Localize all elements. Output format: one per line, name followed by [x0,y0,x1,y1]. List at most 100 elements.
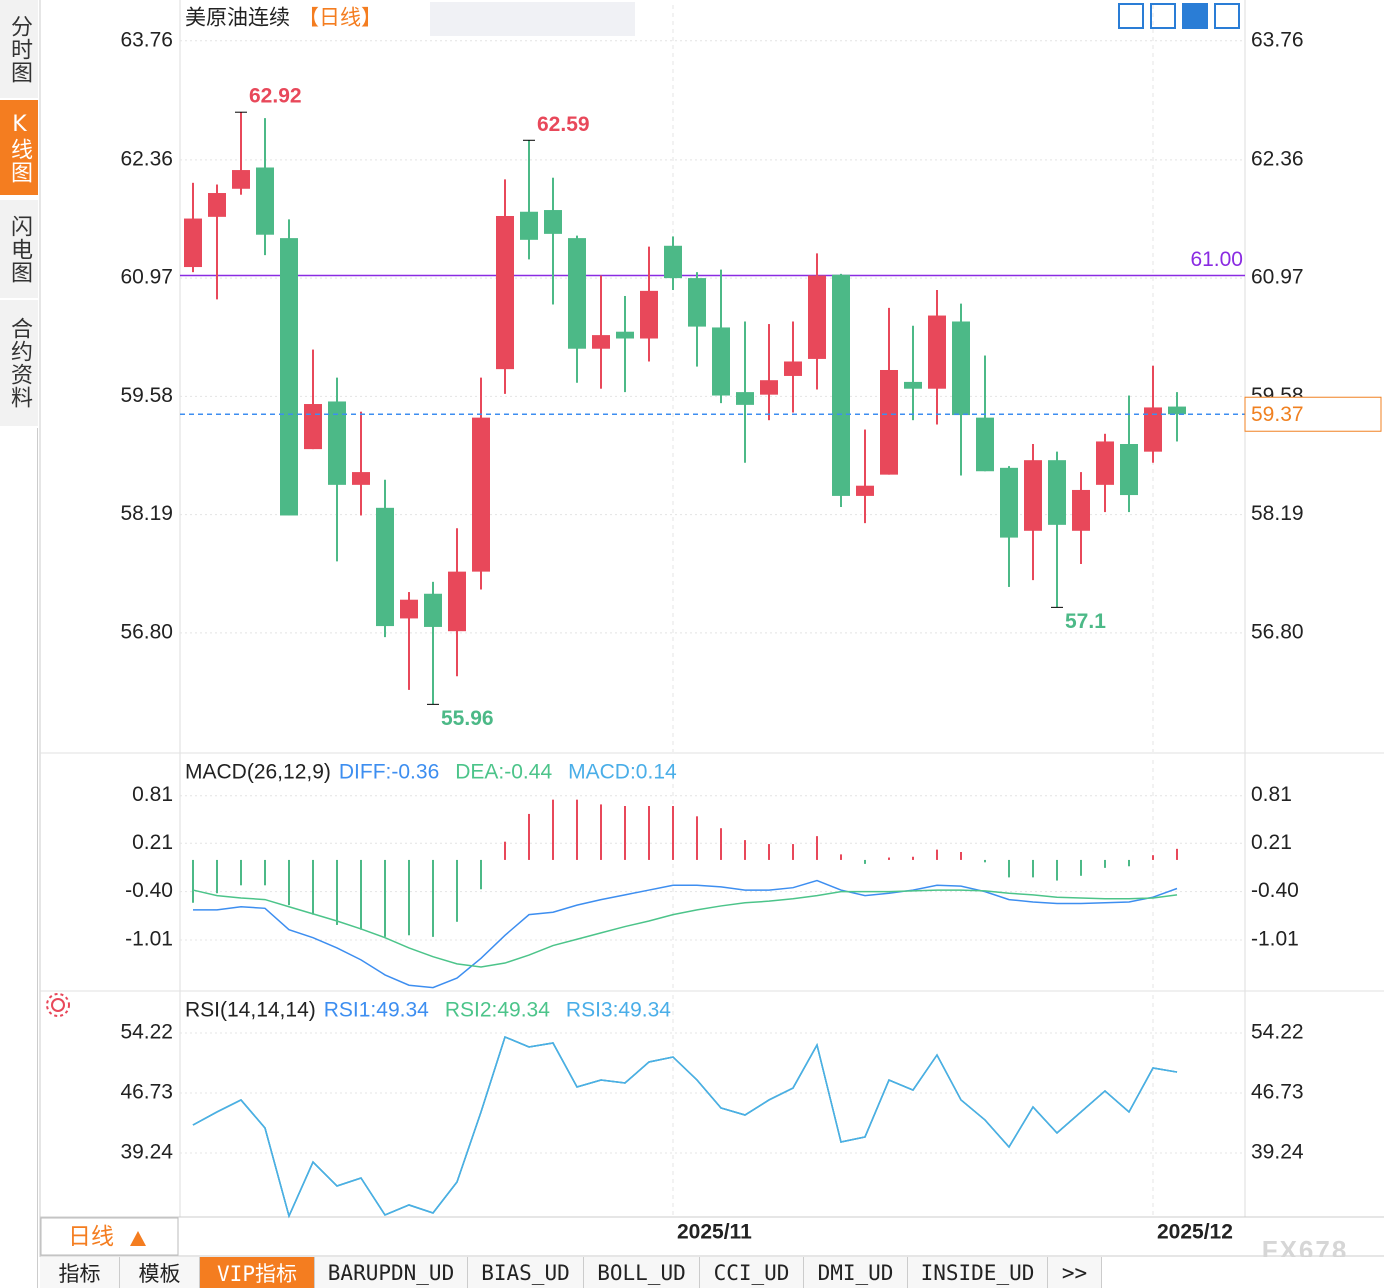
low-label: 55.96 [441,707,494,730]
series-line [192,1035,1178,1219]
toolbar[interactable] [1118,3,1240,29]
candle-body [976,417,994,472]
legend-entry: RSI3:49.34 [566,999,671,1022]
high-label: 62.59 [537,113,590,136]
candle-body [568,238,586,349]
candle-body [616,331,634,339]
tab[interactable]: 模板 [120,1257,200,1288]
watermark: FX678 [1262,1235,1349,1257]
candle-body [1144,407,1162,452]
y-tick-label-right: 63.76 [1251,28,1304,51]
tool-icon[interactable] [1118,3,1144,29]
candle-body [208,193,226,217]
icon[interactable] [46,993,70,1017]
tab[interactable]: BOLL_UD [584,1257,700,1288]
candle-body [832,274,850,496]
candle-body [520,211,538,240]
panel-subtitle: 【日线】 [298,7,382,30]
tab[interactable]: BIAS_UD [468,1257,584,1288]
sidebar-rest [0,428,38,1288]
candle-body [664,245,682,279]
candle-body [376,507,394,627]
tool-icon[interactable] [1182,3,1208,29]
reference-label: 61.00 [1190,248,1243,271]
legend-entry: DIFF:-0.36 [339,761,439,784]
candle-body [784,361,802,376]
tool-icon[interactable] [1150,3,1176,29]
period-box[interactable] [40,1217,179,1256]
y-tick-label-right: 58.19 [1251,502,1304,525]
candle-body [856,485,874,496]
y-tick-label-right: 56.80 [1251,620,1304,643]
y-tick-label: 39.24 [120,1141,173,1164]
y-tick-label-right: -1.01 [1251,928,1299,951]
candle-body [688,278,706,327]
y-tick-label: 63.76 [120,28,173,51]
y-tick-label-right: 54.22 [1251,1021,1304,1044]
candle-body [496,215,514,370]
y-tick-label-right: 0.21 [1251,831,1292,854]
candle-body [184,218,202,268]
candle-body [928,315,946,389]
candle-body [1072,489,1090,531]
sidebar-tab[interactable]: 合约资料 [0,300,38,428]
panel-title: 美原油连续 [185,7,290,30]
y-tick-label-right: 60.97 [1251,266,1304,289]
candle-body [328,401,346,485]
panel: -1.01 -1.01 -0.40 -0.40 0.21 0.21 0.81 0.81 MACD… [125,760,1299,990]
candle-body [952,321,970,416]
y-tick-label: 60.97 [120,266,173,289]
candle-body [304,404,322,450]
y-tick-label-right: 0.81 [1251,783,1292,806]
tool-icon[interactable] [1214,3,1240,29]
y-tick-label: -1.01 [125,928,173,951]
y-tick-label: 58.19 [120,502,173,525]
tab[interactable]: INSIDE_UD [908,1257,1048,1288]
panel: 39.24 39.24 46.73 46.73 54.22 54.22 2025/11 202… [120,995,1304,1244]
tab[interactable]: VIP指标 [200,1257,315,1288]
settings-icon[interactable] [46,993,70,1017]
y-tick-label: -0.40 [125,879,173,902]
candle-body [712,327,730,396]
candle-body [904,381,922,389]
tab[interactable]: CCI_UD [700,1257,804,1288]
low-label: 57.1 [1065,610,1106,633]
tab[interactable]: 指标 [40,1257,120,1288]
panel-title: MACD(26,12,9) [185,761,331,784]
sidebar-tab[interactable]: 闪电图 [0,200,38,300]
candle-body [760,380,778,395]
series-line [192,889,1178,968]
y-tick-label-right: 46.73 [1251,1081,1304,1104]
y-tick-label: 59.58 [120,384,173,407]
blurred-area [430,2,635,36]
tab[interactable]: BARUPDN_UD [315,1257,468,1288]
series-line [192,1035,1178,1219]
candle-body [232,170,250,189]
last-price-box [1244,396,1382,432]
icon[interactable] [51,998,65,1012]
y-tick-label: 56.80 [120,620,173,643]
sidebar-tab[interactable]: 分时图 [0,0,38,100]
candle-body [256,167,274,235]
candle-body [640,290,658,339]
candle-body [352,472,370,485]
candle-body [592,335,610,349]
y-tick-label: 0.81 [132,783,173,806]
period-arrow[interactable] [130,1231,146,1246]
tab[interactable]: >> [1048,1257,1102,1288]
y-tick-label-right: 62.36 [1251,147,1304,170]
y-tick-label-right: -0.40 [1251,879,1299,902]
high-label: 62.92 [249,85,302,108]
tab[interactable]: DMI_UD [804,1257,908,1288]
series-line [192,1035,1178,1219]
candle-body [808,275,826,359]
candle-body [448,571,466,632]
sidebar-tab[interactable]: K线图 [0,100,38,197]
candle-body [400,599,418,619]
legend-entry: RSI2:49.34 [445,999,550,1022]
candle-body [1120,444,1138,496]
period-label[interactable]: 日线 [68,1223,114,1249]
y-tick-label: 46.73 [120,1081,173,1104]
